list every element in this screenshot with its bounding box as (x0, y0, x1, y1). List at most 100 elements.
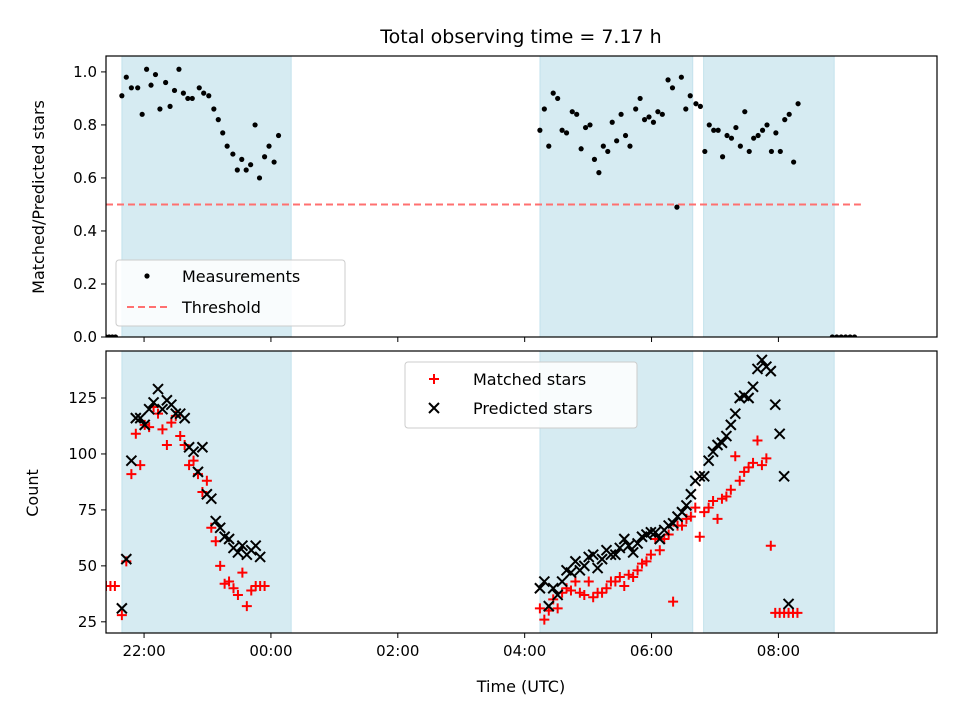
axes-frame (105, 350, 938, 634)
data-point (676, 506, 688, 518)
legend-label-predicted: Predicted stars (473, 399, 593, 418)
series-predicted-stars (116, 354, 795, 615)
data-point (266, 143, 272, 149)
data-point (649, 526, 662, 538)
data-point (125, 454, 138, 467)
data-point (708, 495, 719, 506)
data-point (243, 167, 249, 173)
data-point (623, 569, 634, 580)
data-point (703, 502, 714, 513)
data-point (254, 551, 266, 563)
data-point (156, 403, 169, 415)
y-tick-label: 50 (78, 557, 97, 575)
legend-label-matched: Matched stars (473, 370, 586, 389)
data-point (764, 122, 770, 128)
data-point (128, 85, 134, 91)
data-point (619, 581, 630, 591)
data-point (261, 154, 268, 160)
data-point (187, 446, 200, 458)
data-point (725, 484, 736, 495)
data-point (706, 122, 712, 128)
data-point (170, 407, 182, 420)
data-point (734, 475, 745, 486)
data-point (792, 607, 803, 618)
data-point (610, 576, 621, 587)
data-point (534, 603, 545, 614)
data-point (579, 589, 590, 600)
data-point (791, 159, 797, 165)
x-tick-label: 00:00 (249, 642, 292, 660)
data-point (739, 466, 750, 477)
y-tick-label: 0.6 (73, 169, 97, 187)
shaded-interval (703, 56, 835, 337)
data-point (834, 334, 840, 337)
data-point (569, 109, 575, 115)
data-point (215, 117, 221, 123)
data-point (547, 582, 559, 594)
data-point (609, 548, 622, 561)
data-point (259, 581, 270, 591)
data-point (139, 111, 145, 117)
data-point (563, 130, 570, 136)
data-point (224, 143, 230, 149)
x-tick-label: 04:00 (503, 642, 546, 660)
data-point (239, 156, 245, 162)
data-point (232, 589, 243, 600)
data-point (597, 587, 608, 598)
data-point (659, 111, 665, 117)
data-point (699, 507, 710, 518)
data-point (694, 470, 706, 483)
data-point (219, 578, 230, 589)
data-point (747, 381, 759, 393)
data-point (543, 600, 555, 612)
data-point (715, 127, 721, 133)
bottom-ylabel: Count (23, 469, 42, 517)
data-point (583, 576, 594, 587)
data-point (618, 533, 630, 545)
data-point (605, 548, 617, 561)
data-point (685, 488, 697, 500)
data-point (765, 540, 776, 551)
data-point (637, 558, 648, 569)
data-point (196, 85, 202, 91)
data-point (152, 71, 159, 78)
data-point (768, 148, 775, 155)
data-point (782, 598, 795, 610)
data-point (674, 204, 680, 210)
data-point (211, 106, 217, 112)
data-point (719, 154, 726, 160)
data-point (126, 469, 137, 480)
data-point (678, 74, 684, 80)
data-point (248, 162, 254, 168)
data-point (157, 424, 168, 435)
legend-box (404, 361, 638, 429)
data-point (627, 546, 639, 559)
data-point (559, 127, 565, 133)
data-point (551, 589, 564, 601)
data-point (601, 583, 612, 594)
data-point (782, 117, 788, 123)
data-point (778, 470, 790, 483)
data-point (668, 596, 679, 607)
data-point (633, 106, 639, 112)
data-point (180, 90, 186, 96)
data-point (130, 428, 141, 439)
y-tick-label: 25 (78, 613, 97, 631)
data-point (587, 122, 593, 128)
data-point (275, 132, 282, 139)
data-point (847, 334, 853, 337)
legend-top: Measurements Threshold (115, 259, 346, 327)
data-point (851, 334, 858, 337)
data-point (773, 428, 786, 440)
data-point (232, 546, 244, 559)
data-point (192, 466, 204, 478)
data-point (135, 85, 141, 91)
chart-title: Total observing time = 7.17 h (379, 26, 661, 48)
data-point (569, 555, 582, 568)
data-point (537, 127, 543, 133)
data-point (556, 575, 568, 588)
series-measurements (106, 66, 858, 337)
legend-label-threshold: Threshold (181, 298, 261, 317)
data-point (600, 143, 606, 149)
shaded-interval (703, 351, 835, 633)
